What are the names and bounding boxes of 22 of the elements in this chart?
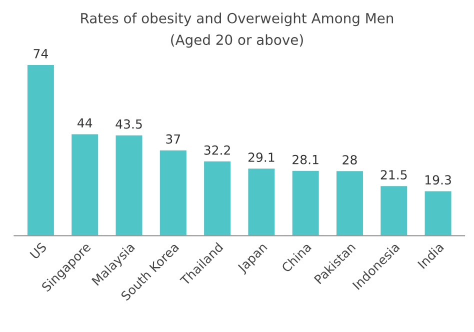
bar: [204, 161, 231, 236]
bar: [380, 186, 408, 236]
bar: [72, 134, 98, 236]
bar: [424, 191, 452, 236]
data-label: 44: [78, 118, 92, 128]
bar: [27, 64, 54, 236]
data-label: 37: [166, 134, 180, 144]
data-label: 32.2: [204, 145, 230, 155]
bar: [116, 135, 142, 236]
chart-title: Rates of obesity and Overweight Among Men: [81, 12, 394, 26]
data-label: 74: [34, 49, 48, 58]
bar: [336, 171, 363, 236]
data-label: 28: [342, 155, 357, 165]
bar: [160, 150, 186, 236]
bar: [248, 168, 275, 236]
data-label: 21.5: [380, 170, 407, 180]
bar: [292, 170, 319, 236]
data-label: 43.5: [116, 119, 142, 129]
chart-subtitle: (Aged 20 or above): [171, 34, 303, 48]
data-label: 19.3: [425, 175, 451, 185]
data-label: 28.1: [292, 154, 318, 164]
data-label: 29.1: [248, 152, 274, 162]
